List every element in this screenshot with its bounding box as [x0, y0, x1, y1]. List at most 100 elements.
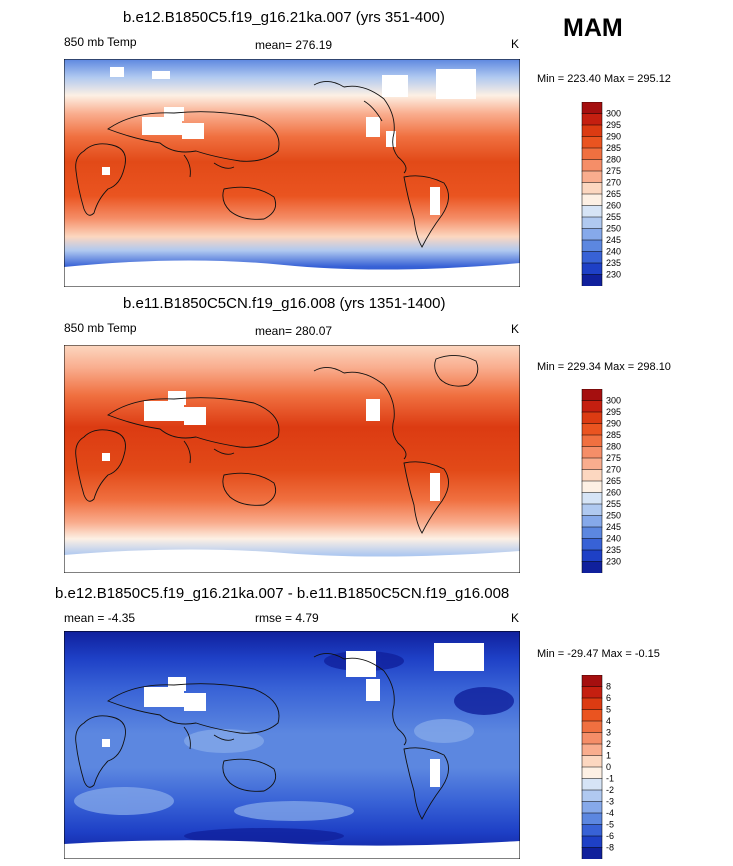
colorbar-swatch	[581, 182, 603, 195]
colorbar-tick-label: 290	[606, 419, 621, 429]
colorbar-tick-label: 245	[606, 522, 621, 532]
colorbar-swatch	[581, 835, 603, 849]
colorbar-swatch	[581, 446, 603, 459]
colorbar-swatch	[581, 239, 603, 253]
colorbar-swatch	[581, 400, 603, 413]
coastlines	[75, 81, 449, 248]
coastlines	[75, 653, 449, 820]
colorbar-tick-label: 300	[606, 109, 621, 119]
panel-3-mean: mean = -4.35	[64, 611, 136, 625]
panel-3-minmax: Min = -29.47 Max = -0.15	[537, 648, 660, 660]
colorbar-swatch	[581, 216, 603, 230]
panel-1-title: b.e12.B1850C5.f19_g16.21ka.007 (yrs 351-…	[123, 9, 445, 26]
colorbar-swatch	[581, 147, 603, 161]
panel-2-mean: mean= 280.07	[255, 324, 333, 338]
panel-2-units: K	[511, 322, 520, 336]
colorbar-swatch	[581, 720, 603, 734]
colorbar-tick-label: 270	[606, 465, 621, 475]
colorbar-tick-label: 2	[606, 739, 611, 749]
colorbar-tick-label: 275	[606, 453, 621, 463]
colorbar-swatch	[581, 743, 603, 757]
colorbar-swatch	[581, 778, 603, 791]
colorbar-tick-label: 255	[606, 499, 621, 509]
colorbar-swatch	[581, 492, 603, 505]
colorbar-swatch	[581, 503, 603, 517]
colorbar-swatch	[581, 423, 603, 436]
colorbar-swatch	[581, 697, 603, 711]
colorbar-tick-label: 240	[606, 247, 621, 257]
colorbar-swatch	[581, 480, 603, 494]
colorbar-tick-label: 235	[606, 258, 621, 268]
colorbar-tick-label: 265	[606, 189, 621, 199]
colorbar-swatch	[581, 159, 603, 172]
colorbar-tick-label: 285	[606, 430, 621, 440]
map-panel-3	[64, 631, 520, 859]
coastlines	[75, 355, 479, 534]
colorbar-tick-label: 5	[606, 705, 611, 715]
colorbar-swatch	[581, 193, 603, 207]
colorbar-tick-label: 1	[606, 751, 611, 761]
colorbar-tick-label: 295	[606, 120, 621, 130]
colorbar-tick-label: 250	[606, 511, 621, 521]
colorbar-tick-label: 285	[606, 143, 621, 153]
colorbar-swatch	[581, 709, 603, 722]
land-mask	[64, 643, 520, 859]
panel-3-units: K	[511, 611, 520, 625]
colorbar-swatch	[581, 675, 603, 688]
colorbar-tick-label: 240	[606, 534, 621, 544]
colorbar-swatch	[581, 824, 603, 837]
colorbar-tick-label: 280	[606, 155, 621, 165]
colorbar-tick-label: 290	[606, 132, 621, 142]
map-panel-2	[64, 345, 520, 573]
colorbar-tick-label: 295	[606, 407, 621, 417]
colorbar-swatch	[581, 549, 603, 563]
colorbar-tick-label: -1	[606, 774, 614, 784]
panel-3-rmse: rmse = 4.79	[255, 611, 319, 625]
map-field	[64, 345, 520, 573]
colorbar-tick-label: 6	[606, 693, 611, 703]
panel-3-title: b.e12.B1850C5.f19_g16.21ka.007 - b.e11.B…	[55, 585, 510, 602]
colorbar-panel-1: 3002952902852802752702652602552502452402…	[581, 102, 621, 286]
colorbar-panel-3: 86 54 32 10 -1-2 -3-4 -5-6 -8	[581, 675, 614, 859]
colorbar-tick-label: 250	[606, 224, 621, 234]
colorbar-tick-label: 3	[606, 728, 611, 738]
colorbar-tick-label: 4	[606, 716, 611, 726]
colorbar-tick-label: 230	[606, 557, 621, 567]
colorbar-tick-label: 230	[606, 270, 621, 280]
anomaly-patches	[74, 719, 474, 821]
colorbar-swatch	[581, 847, 603, 859]
colorbar-swatch	[581, 457, 603, 471]
colorbar-swatch	[581, 274, 603, 286]
colorbar-tick-label: 275	[606, 166, 621, 176]
colorbar-swatch	[581, 411, 603, 425]
season-label: MAM	[563, 14, 623, 42]
colorbar-tick-label: -2	[606, 785, 614, 795]
colorbar-tick-label: -3	[606, 797, 614, 807]
colorbar-tick-label: 260	[606, 488, 621, 498]
colorbar-tick-label: -4	[606, 808, 614, 818]
panel-2-variable: 850 mb Temp	[64, 321, 137, 335]
colorbar-swatch	[581, 124, 603, 138]
panel-1-minmax: Min = 223.40 Max = 295.12	[537, 73, 671, 85]
colorbar-swatch	[581, 686, 603, 699]
colorbar-swatch	[581, 113, 603, 126]
colorbar-tick-label: 300	[606, 396, 621, 406]
colorbar-swatch	[581, 801, 603, 814]
colorbar-swatch	[581, 228, 603, 241]
colorbar-swatch	[581, 789, 603, 803]
colorbar-swatch	[581, 389, 603, 402]
colorbar-swatch	[581, 102, 603, 115]
panel-1-variable: 850 mb Temp	[64, 35, 137, 49]
map-panel-1	[64, 59, 520, 287]
colorbar-swatch	[581, 515, 603, 528]
colorbar-swatch	[581, 251, 603, 264]
colorbar-swatch	[581, 561, 603, 573]
colorbar-swatch	[581, 262, 603, 276]
colorbar-swatch	[581, 732, 603, 745]
colorbar-tick-label: 270	[606, 178, 621, 188]
colorbar-tick-label: 0	[606, 762, 611, 772]
colorbar-tick-label: 245	[606, 235, 621, 245]
colorbar-tick-label: 265	[606, 476, 621, 486]
panel-1-mean: mean= 276.19	[255, 38, 333, 52]
land-mask	[64, 391, 520, 573]
